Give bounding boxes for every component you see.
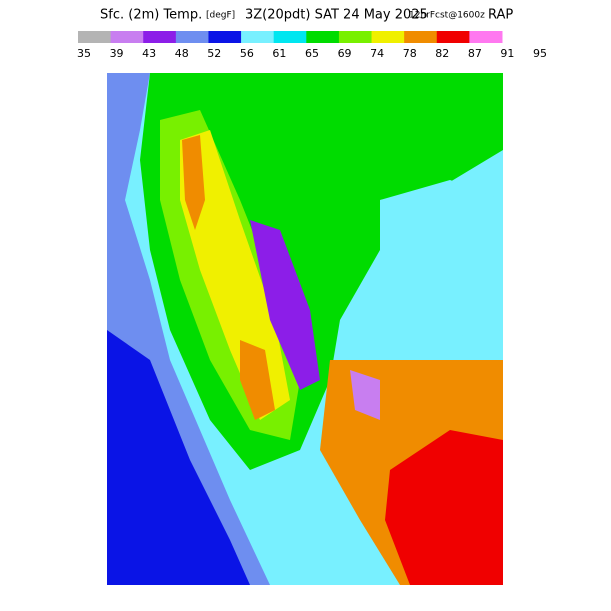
colorbar-label: 82 bbox=[435, 47, 449, 60]
model: RAP bbox=[488, 8, 513, 23]
colorbar-label: 52 bbox=[207, 47, 221, 60]
units: [degF] bbox=[206, 11, 235, 21]
color-swatch bbox=[273, 31, 307, 43]
color-swatch bbox=[469, 31, 503, 43]
forecast: 12hrFcst@1600z bbox=[409, 11, 485, 21]
desert-hot bbox=[385, 430, 503, 585]
title: Sfc. (2m) Temp. bbox=[100, 8, 202, 23]
colorbar-label: 74 bbox=[370, 47, 384, 60]
color-swatch bbox=[306, 31, 340, 43]
mountain-cold bbox=[350, 370, 380, 420]
color-swatch bbox=[241, 31, 275, 43]
color-swatch bbox=[175, 31, 209, 43]
colorbar-label: 65 bbox=[305, 47, 319, 60]
ocean-cold bbox=[107, 330, 250, 585]
colorbar-label: 56 bbox=[240, 47, 254, 60]
valley-hottest bbox=[182, 135, 275, 420]
colorbar-label: 35 bbox=[77, 47, 91, 60]
colorbar-label: 95 bbox=[533, 47, 547, 60]
colorbar-label: 87 bbox=[468, 47, 482, 60]
run-time: 3Z(20pdt) SAT 24 May 2025 bbox=[245, 8, 428, 23]
colorbar-label: 61 bbox=[272, 47, 286, 60]
color-swatch bbox=[371, 31, 405, 43]
temperature-field bbox=[107, 73, 503, 585]
colorbar-label: 69 bbox=[338, 47, 352, 60]
colorbar-label: 78 bbox=[403, 47, 417, 60]
colorbar-label: 48 bbox=[175, 47, 189, 60]
colorbar-label: 91 bbox=[500, 47, 514, 60]
color-swatch bbox=[338, 31, 373, 43]
color-swatch bbox=[110, 31, 144, 43]
color-swatch bbox=[78, 31, 112, 43]
basin-cool bbox=[380, 180, 503, 340]
valley-hot bbox=[180, 130, 290, 420]
color-swatch bbox=[143, 31, 177, 43]
colorbar-label: 39 bbox=[110, 47, 124, 60]
colorbar-label: 43 bbox=[142, 47, 156, 60]
colorbar bbox=[78, 31, 503, 43]
sierra-cold bbox=[250, 220, 320, 390]
color-swatch bbox=[208, 31, 242, 43]
color-swatch bbox=[404, 31, 438, 43]
color-swatch bbox=[436, 31, 470, 43]
colorbar-labels: 35 39 43 48 52 56 61 65 69 74 78 82 87 91 95 bbox=[77, 47, 547, 60]
